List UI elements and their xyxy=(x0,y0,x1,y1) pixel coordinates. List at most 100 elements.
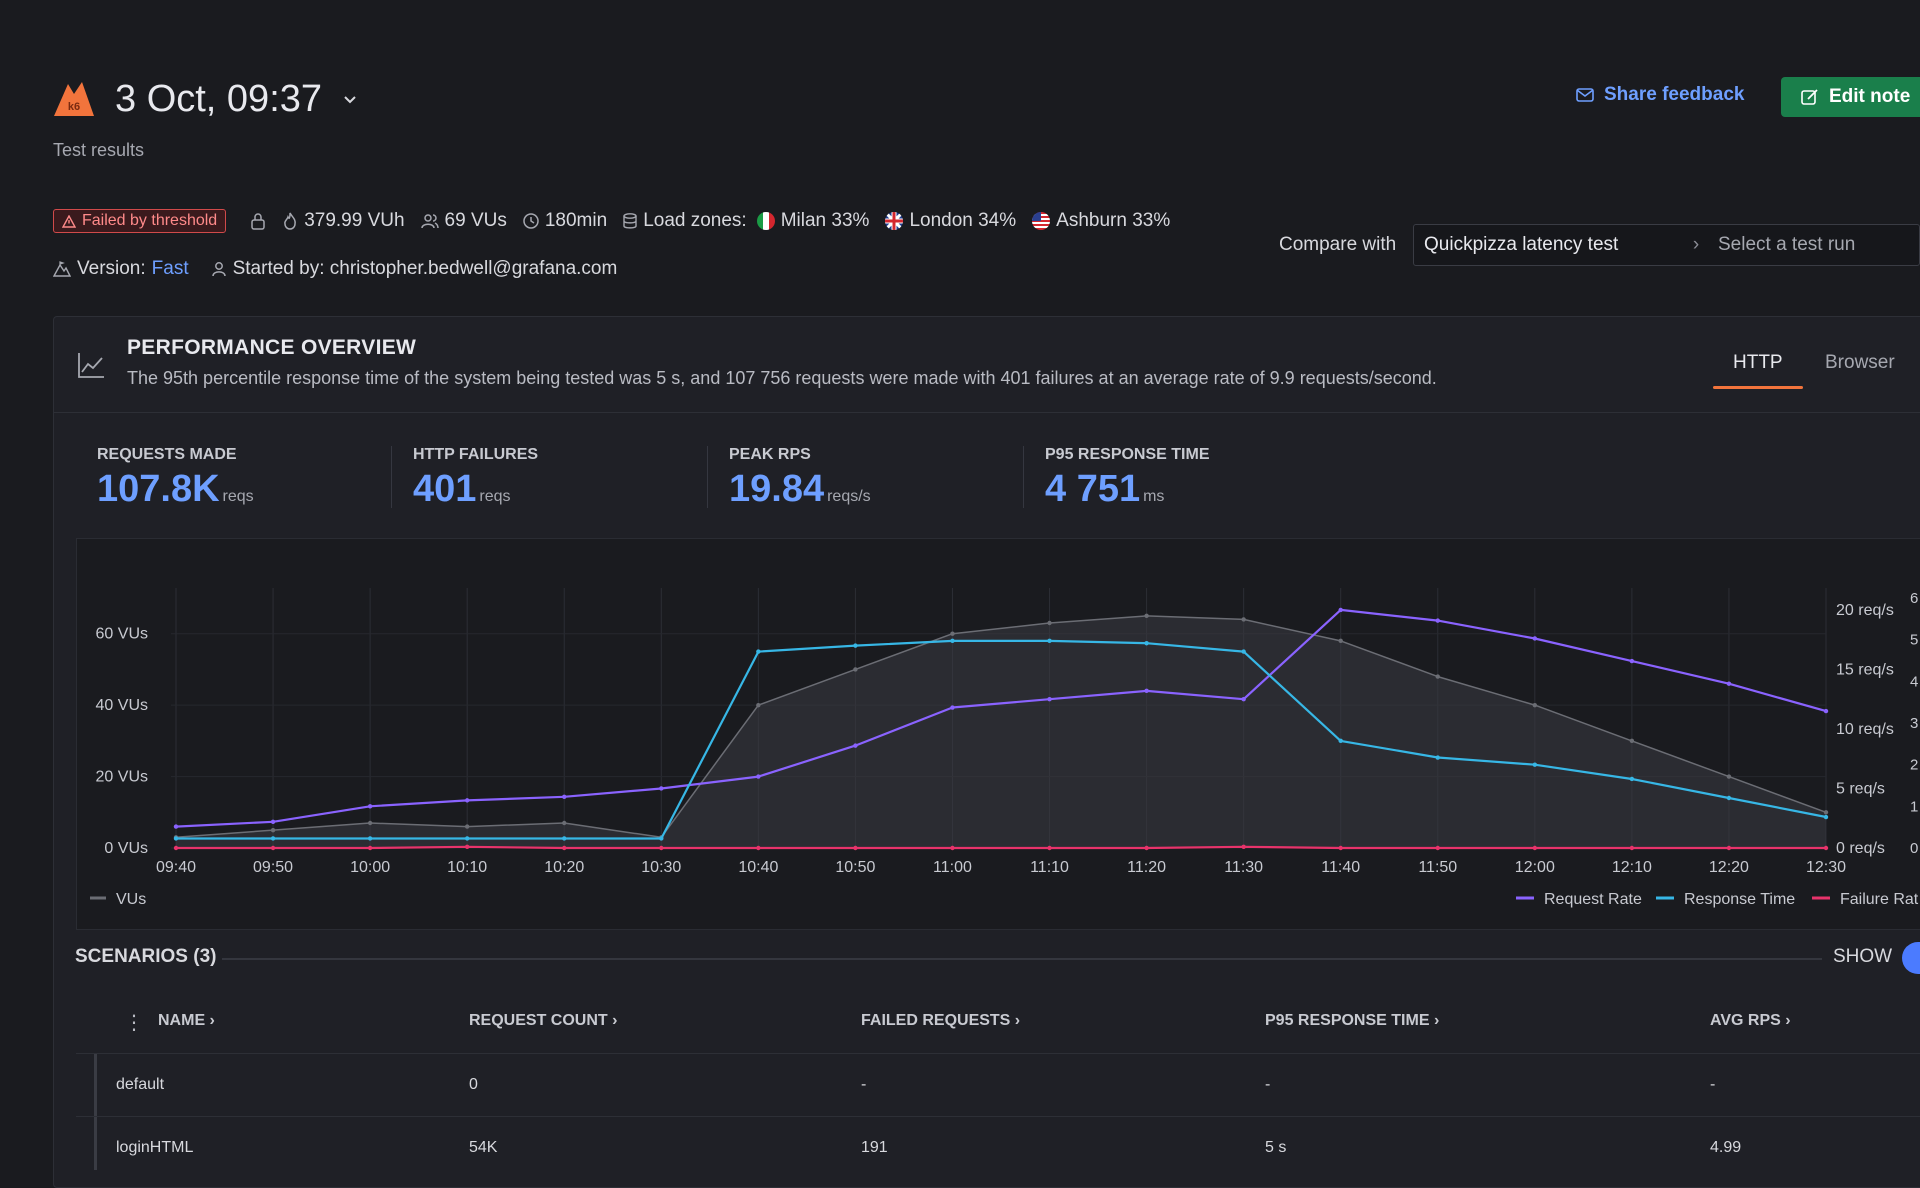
data-point xyxy=(367,820,373,826)
lock-icon[interactable] xyxy=(250,212,266,230)
data-point xyxy=(1629,658,1635,664)
data-point xyxy=(464,824,470,829)
y-far-right-tick-label: 1 xyxy=(1910,798,1918,815)
column-header-name[interactable]: NAME › xyxy=(158,1012,215,1029)
tab-http[interactable]: HTTP xyxy=(1733,352,1783,373)
data-point xyxy=(1629,776,1635,782)
y-right-tick-label: 0 req/s xyxy=(1836,840,1885,857)
zone-milan: Milan 33% xyxy=(780,210,870,231)
y-right-tick-label: 20 req/s xyxy=(1836,602,1894,619)
data-point xyxy=(1435,845,1440,851)
data-point xyxy=(1726,845,1732,851)
vuh-value: 379.99 VUh xyxy=(304,210,405,231)
data-point xyxy=(853,667,858,672)
stat-label: P95 RESPONSE TIME xyxy=(1045,446,1210,463)
data-point xyxy=(756,649,761,654)
edit-note-label: Edit note xyxy=(1829,86,1911,107)
warning-icon xyxy=(62,214,76,228)
x-tick-label: 10:30 xyxy=(641,859,681,876)
scenarios-title: SCENARIOS (3) xyxy=(75,946,217,967)
data-point xyxy=(853,743,858,748)
scenario-name[interactable]: default xyxy=(116,1076,165,1093)
data-point xyxy=(1047,696,1052,702)
stat-value: 4 751 xyxy=(1045,468,1141,510)
load-zones-item: Load zones: Milan 33% London 34% Ashburn… xyxy=(623,210,1170,232)
data-point xyxy=(950,705,955,710)
compare-test-select[interactable]: Quickpizza latency test xyxy=(1424,234,1619,255)
stat-p95-response: P95 RESPONSE TIME 4 751 ms xyxy=(1045,446,1210,511)
x-tick-label: 10:40 xyxy=(738,859,778,876)
stat-divider xyxy=(391,446,392,508)
scenario-name[interactable]: loginHTML xyxy=(116,1139,194,1156)
zone-ashburn: Ashburn 33% xyxy=(1056,210,1171,231)
x-tick-label: 12:20 xyxy=(1709,859,1749,876)
stat-unit: reqs xyxy=(479,488,511,505)
compare-label: Compare with xyxy=(1279,234,1397,255)
line-chart-icon xyxy=(78,353,104,378)
data-point xyxy=(1532,702,1538,708)
compare-selector[interactable]: Quickpizza latency test › Select a test … xyxy=(1413,224,1920,266)
status-badge-label: Failed by threshold xyxy=(82,212,218,229)
stat-unit: reqs xyxy=(222,488,254,505)
x-tick-label: 09:40 xyxy=(156,859,196,876)
column-header-failed-requests[interactable]: FAILED REQUESTS › xyxy=(861,1012,1021,1029)
y-far-right-tick-label: 2 xyxy=(1910,757,1918,774)
column-menu-icon[interactable]: ⋮ xyxy=(124,1012,144,1034)
y-far-right-tick-label: 0 xyxy=(1910,840,1918,857)
column-label: FAILED REQUESTS xyxy=(861,1012,1011,1029)
y-right-tick-label: 5 req/s xyxy=(1836,780,1885,797)
x-tick-label: 12:30 xyxy=(1806,859,1846,876)
x-tick-label: 10:20 xyxy=(544,859,584,876)
tab-browser[interactable]: Browser xyxy=(1825,352,1895,373)
stat-peak-rps: PEAK RPS 19.84 reqs/s xyxy=(729,446,871,511)
performance-overview-title: PERFORMANCE OVERVIEW xyxy=(127,336,417,359)
performance-chart[interactable]: 09:40 09:50 10:00 10:10 10:20 10:30 10:40 10:50… xyxy=(76,538,1920,928)
users-icon xyxy=(420,214,439,229)
series-line-request-rate xyxy=(175,608,1827,828)
data-point xyxy=(756,702,761,708)
column-header-p95-response-time[interactable]: P95 RESPONSE TIME › xyxy=(1265,1012,1440,1029)
edit-note-button[interactable]: Edit note xyxy=(1781,77,1920,117)
database-icon xyxy=(623,213,637,229)
data-point xyxy=(562,836,567,841)
uk-flag-icon xyxy=(885,212,904,230)
flame-icon xyxy=(284,212,297,230)
x-tick-label: 12:10 xyxy=(1612,859,1652,876)
chevron-down-icon[interactable] xyxy=(340,90,360,110)
x-tick-label: 10:10 xyxy=(447,859,487,876)
data-point xyxy=(1241,649,1246,654)
y-far-right-tick-label: 3 xyxy=(1910,715,1918,732)
column-label: NAME xyxy=(158,1012,206,1029)
stat-http-failures: HTTP FAILURES 401 reqs xyxy=(413,446,538,511)
version-link[interactable]: Fast xyxy=(151,258,189,279)
data-point xyxy=(1532,762,1538,767)
performance-overview-header xyxy=(53,316,1920,413)
column-header-avg-rps[interactable]: AVG RPS › xyxy=(1710,1012,1791,1029)
data-point xyxy=(1823,845,1829,851)
y-far-right-tick-label: 5 xyxy=(1910,632,1918,649)
chevron-right-icon: › xyxy=(1692,234,1700,255)
data-point xyxy=(1338,607,1343,613)
column-header-request-count[interactable]: REQUEST COUNT › xyxy=(469,1012,618,1029)
data-point xyxy=(950,845,955,851)
data-point xyxy=(367,845,373,851)
x-tick-label: 10:00 xyxy=(350,859,390,876)
data-point xyxy=(1629,738,1635,744)
us-flag-icon xyxy=(1032,212,1051,230)
share-feedback-button[interactable]: Share feedback xyxy=(1576,84,1744,106)
avg-rps-cell: - xyxy=(1710,1076,1716,1093)
column-label: REQUEST COUNT xyxy=(469,1012,608,1029)
failed-requests-cell: - xyxy=(861,1076,867,1093)
failed-requests-cell: 191 xyxy=(861,1139,888,1156)
test-run-select[interactable]: Select a test run xyxy=(1718,234,1856,255)
version-item: Version: Fast xyxy=(53,258,189,280)
data-point xyxy=(1338,738,1343,744)
x-tick-label: 09:50 xyxy=(253,859,293,876)
data-point xyxy=(756,845,761,851)
data-point xyxy=(1241,696,1246,702)
data-point xyxy=(659,836,664,841)
data-point xyxy=(1629,845,1635,851)
vuh-item: 379.99 VUh xyxy=(282,210,405,232)
show-toggle[interactable] xyxy=(1902,942,1920,974)
data-point xyxy=(367,804,373,809)
